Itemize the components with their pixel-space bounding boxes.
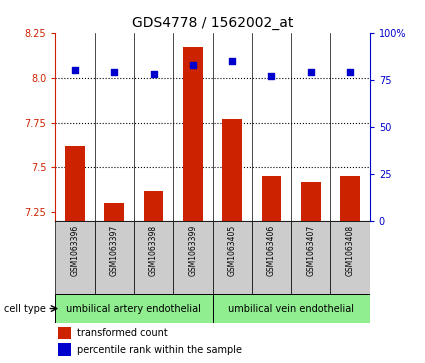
Point	[190, 62, 196, 68]
Text: GSM1063396: GSM1063396	[71, 225, 79, 276]
Bar	[94, 221, 134, 294]
Text: umbilical artery endothelial: umbilical artery endothelial	[66, 303, 201, 314]
Point	[307, 69, 314, 75]
Bar	[55, 221, 94, 294]
Bar	[262, 176, 281, 221]
Bar	[212, 294, 370, 323]
Point	[71, 68, 78, 73]
Point	[268, 73, 275, 79]
Bar	[183, 47, 203, 221]
Bar	[340, 176, 360, 221]
Text: GSM1063406: GSM1063406	[267, 225, 276, 276]
Bar	[331, 221, 370, 294]
Text: cell type: cell type	[3, 303, 45, 314]
Text: GSM1063405: GSM1063405	[228, 225, 237, 276]
Bar	[65, 146, 85, 221]
Text: GSM1063407: GSM1063407	[306, 225, 315, 276]
Text: GSM1063408: GSM1063408	[346, 225, 354, 276]
Bar	[55, 294, 212, 323]
Bar	[301, 182, 320, 221]
Bar	[58, 327, 71, 339]
Text: GSM1063398: GSM1063398	[149, 225, 158, 276]
Bar	[291, 221, 331, 294]
Bar	[105, 203, 124, 221]
Bar	[58, 343, 71, 356]
Text: percentile rank within the sample: percentile rank within the sample	[77, 344, 242, 355]
Bar	[252, 221, 291, 294]
Bar	[134, 221, 173, 294]
Point	[150, 71, 157, 77]
Text: umbilical vein endothelial: umbilical vein endothelial	[228, 303, 354, 314]
Bar	[144, 191, 163, 221]
Text: transformed count: transformed count	[77, 328, 168, 338]
Text: GSM1063397: GSM1063397	[110, 225, 119, 276]
Bar	[222, 119, 242, 221]
Bar	[212, 221, 252, 294]
Point	[229, 58, 235, 64]
Bar	[173, 221, 212, 294]
Point	[347, 69, 354, 75]
Point	[111, 69, 118, 75]
Title: GDS4778 / 1562002_at: GDS4778 / 1562002_at	[132, 16, 293, 30]
Text: GSM1063399: GSM1063399	[188, 225, 197, 276]
